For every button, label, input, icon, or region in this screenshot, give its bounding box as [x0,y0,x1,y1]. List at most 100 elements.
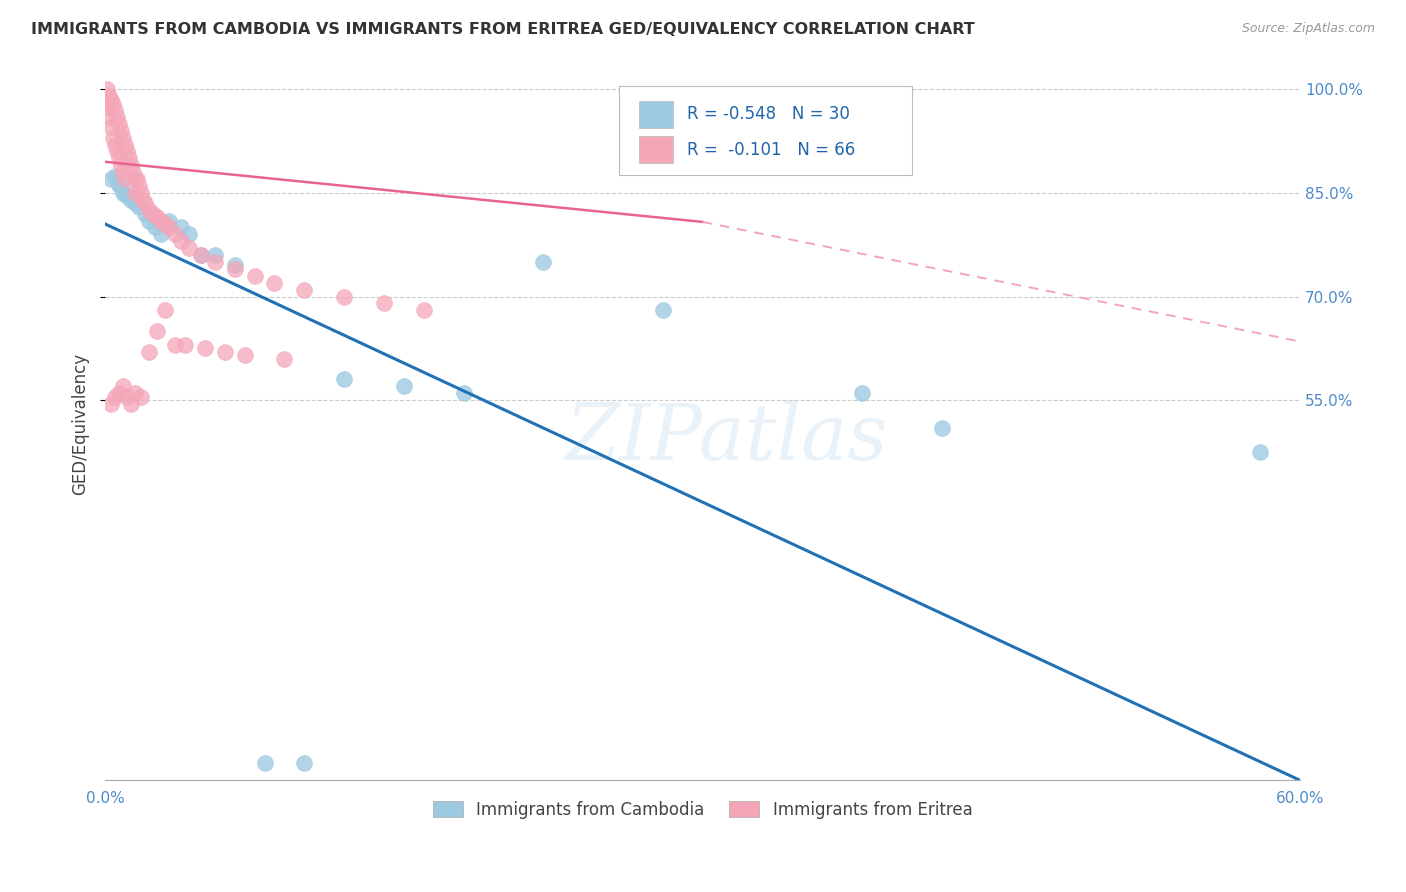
Point [100,93,122,107]
Point [190,248,212,262]
Point [146,210,169,224]
Point [124,186,146,200]
Point [392,379,415,393]
Point [149,227,172,242]
Point [292,283,315,297]
Point [118,152,141,166]
Point [108,178,131,192]
Point [453,386,475,401]
Point [651,303,673,318]
Point [153,217,176,231]
Point [112,130,135,145]
Point [224,261,246,276]
Point [224,259,246,273]
Text: R = -0.548   N = 30: R = -0.548 N = 30 [688,105,851,123]
Point [120,193,142,207]
Point [110,124,132,138]
Point [373,296,395,310]
Point [142,207,165,221]
Point [263,276,285,290]
Point [214,344,236,359]
Point [100,397,122,411]
Point [931,421,953,435]
Point [129,390,152,404]
Point [110,158,132,172]
Point [112,165,135,179]
Point [292,756,315,770]
Point [108,117,131,131]
Point [114,172,136,186]
Point [100,120,122,135]
Point [170,234,193,248]
Point [1249,445,1271,459]
Point [132,193,155,207]
Point [104,137,127,152]
Point [125,172,148,186]
Point [177,241,200,255]
Point [115,189,138,203]
Point [146,324,169,338]
Point [273,351,295,366]
Point [531,255,554,269]
Point [143,220,166,235]
Point [170,220,193,235]
Point [204,255,226,269]
Legend: Immigrants from Cambodia, Immigrants from Eritrea: Immigrants from Cambodia, Immigrants fro… [426,794,979,825]
Point [120,158,142,172]
Point [124,172,146,186]
Point [163,227,186,242]
Point [194,342,217,356]
Point [108,386,131,401]
Point [173,338,195,352]
Point [253,756,276,770]
Point [112,379,135,393]
Point [149,213,172,227]
Point [134,207,156,221]
Point [96,99,118,113]
Point [134,196,156,211]
Point [128,179,150,194]
Text: IMMIGRANTS FROM CAMBODIA VS IMMIGRANTS FROM ERITREA GED/EQUIVALENCY CORRELATION : IMMIGRANTS FROM CAMBODIA VS IMMIGRANTS F… [31,22,974,37]
Text: Source: ZipAtlas.com: Source: ZipAtlas.com [1241,22,1375,36]
Point [204,248,226,262]
Point [138,213,160,227]
Point [104,169,127,183]
Point [114,137,136,152]
Point [101,97,124,112]
Point [108,152,131,166]
Point [98,89,121,103]
Point [96,82,118,96]
Point [128,200,150,214]
Point [124,386,146,401]
Point [333,289,356,303]
Point [100,172,122,186]
Text: ZIPatlas: ZIPatlas [565,401,887,477]
Point [98,110,121,124]
Point [190,248,212,262]
Point [233,348,256,362]
Point [163,338,186,352]
Point [157,213,180,227]
Point [124,196,146,211]
FancyBboxPatch shape [640,101,672,128]
Point [129,186,152,200]
Point [105,110,128,124]
Point [138,344,160,359]
Point [157,220,180,235]
Point [120,397,142,411]
Point [138,203,160,218]
FancyBboxPatch shape [619,87,911,176]
FancyBboxPatch shape [640,136,672,163]
Point [104,103,127,117]
Point [122,165,145,179]
Y-axis label: GED/Equivalency: GED/Equivalency [72,353,89,495]
Point [115,390,138,404]
Text: R =  -0.101   N = 66: R = -0.101 N = 66 [688,141,855,159]
Point [101,130,124,145]
Point [114,187,136,202]
Point [112,186,135,200]
Point [104,390,127,404]
Point [851,386,873,401]
Point [333,372,356,386]
Point [110,180,132,194]
